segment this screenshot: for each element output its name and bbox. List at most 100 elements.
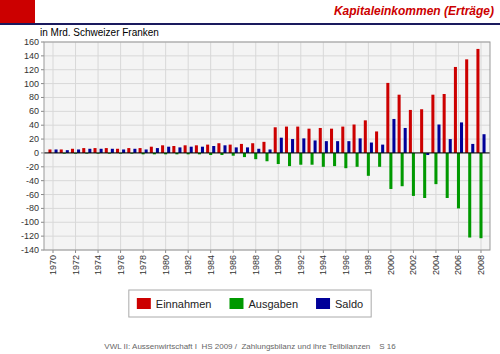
x-tick-label: 1990 — [273, 255, 283, 275]
bar — [254, 153, 257, 159]
bar — [465, 59, 468, 153]
y-grid-line — [44, 222, 490, 223]
bar — [235, 147, 238, 153]
legend-item: Ausgaben — [229, 298, 298, 310]
bar — [229, 145, 232, 153]
bar — [116, 149, 119, 153]
x-tick-label: 1974 — [93, 255, 103, 275]
y-grid-line — [44, 152, 490, 153]
bar — [246, 147, 249, 153]
bar — [161, 145, 164, 153]
bar — [184, 145, 187, 153]
bar — [299, 153, 302, 165]
y-grid-line — [44, 180, 490, 181]
y-tick-label: 0 — [34, 148, 39, 158]
y-tick-label: -20 — [26, 162, 39, 172]
y-tick-label: 100 — [24, 79, 39, 89]
y-tick-label: 40 — [29, 120, 39, 130]
x-tick-label: 1982 — [183, 255, 193, 275]
bar — [398, 95, 401, 153]
x-grid-line — [143, 42, 144, 250]
header-rule — [0, 23, 500, 25]
bar — [412, 153, 415, 196]
x-tick-label: 2002 — [408, 255, 418, 275]
x-grid-line — [458, 42, 459, 250]
bar — [150, 147, 153, 153]
bar — [105, 148, 108, 153]
legend: EinnahmenAusgabenSaldo — [129, 290, 371, 317]
x-grid-line — [98, 42, 99, 250]
bar — [206, 145, 209, 153]
bar — [454, 67, 457, 153]
legend-swatch — [316, 298, 330, 309]
bar — [460, 122, 463, 153]
bar — [217, 143, 220, 153]
x-tick-label: 2008 — [476, 255, 486, 275]
x-tick-label: 1986 — [228, 255, 238, 275]
y-grid-line — [44, 208, 490, 209]
bar — [319, 128, 322, 153]
y-tick-label: 80 — [29, 92, 39, 102]
y-grid-line — [44, 166, 490, 167]
bar — [479, 153, 482, 238]
bar — [156, 148, 159, 153]
x-tick-label: 1972 — [71, 255, 81, 275]
bar — [122, 149, 125, 152]
legend-label: Ausgaben — [248, 298, 298, 310]
legend-swatch — [137, 298, 151, 309]
bar — [344, 153, 347, 168]
bar — [356, 153, 359, 167]
bar — [409, 110, 412, 153]
bar — [314, 140, 317, 152]
bar — [330, 129, 333, 153]
zero-line — [44, 152, 490, 153]
y-grid-line — [44, 194, 490, 195]
y-tick-label: 140 — [24, 51, 39, 61]
bar — [178, 147, 181, 153]
bar — [420, 109, 423, 153]
bar — [296, 127, 299, 153]
x-tick-label: 2006 — [453, 255, 463, 275]
bar — [336, 141, 339, 153]
bar — [285, 127, 288, 153]
bar — [172, 146, 175, 153]
bar — [167, 147, 170, 153]
bar — [100, 149, 103, 153]
x-tick-label: 1978 — [138, 255, 148, 275]
series-bars — [48, 49, 479, 153]
y-tick-label: -120 — [21, 231, 39, 241]
x-grid-line — [188, 42, 189, 250]
x-grid-line — [53, 42, 54, 250]
bar — [392, 119, 395, 153]
bar — [251, 143, 254, 153]
y-tick-label: 20 — [29, 134, 39, 144]
y-tick-label: -140 — [21, 245, 39, 255]
legend-swatch — [229, 298, 243, 309]
x-tick-label: 2000 — [386, 255, 396, 275]
bar — [483, 134, 486, 153]
bar — [468, 153, 471, 238]
footer: VWL II: Aussenwirtschaft I HS 2009 / Zah… — [104, 342, 396, 351]
chart: Kapitaleinkommen (Erträge)in Mrd. Schwei… — [0, 0, 500, 354]
x-grid-line — [368, 42, 369, 250]
x-grid-line — [278, 42, 279, 250]
bar — [431, 95, 434, 153]
bar — [111, 149, 114, 153]
bar — [449, 139, 452, 153]
bar — [190, 147, 193, 153]
bar — [223, 145, 226, 153]
bar — [378, 153, 381, 167]
bar — [404, 128, 407, 153]
legend-box — [129, 290, 371, 317]
header-mark — [0, 0, 35, 23]
bar — [127, 148, 130, 153]
x-grid-line — [390, 42, 391, 250]
x-grid-line — [323, 42, 324, 250]
bar — [201, 147, 204, 153]
bar — [307, 129, 310, 153]
bar — [60, 149, 63, 152]
bar — [262, 142, 265, 153]
bar — [48, 149, 51, 152]
bar — [88, 149, 91, 153]
y-tick-label: -40 — [26, 176, 39, 186]
